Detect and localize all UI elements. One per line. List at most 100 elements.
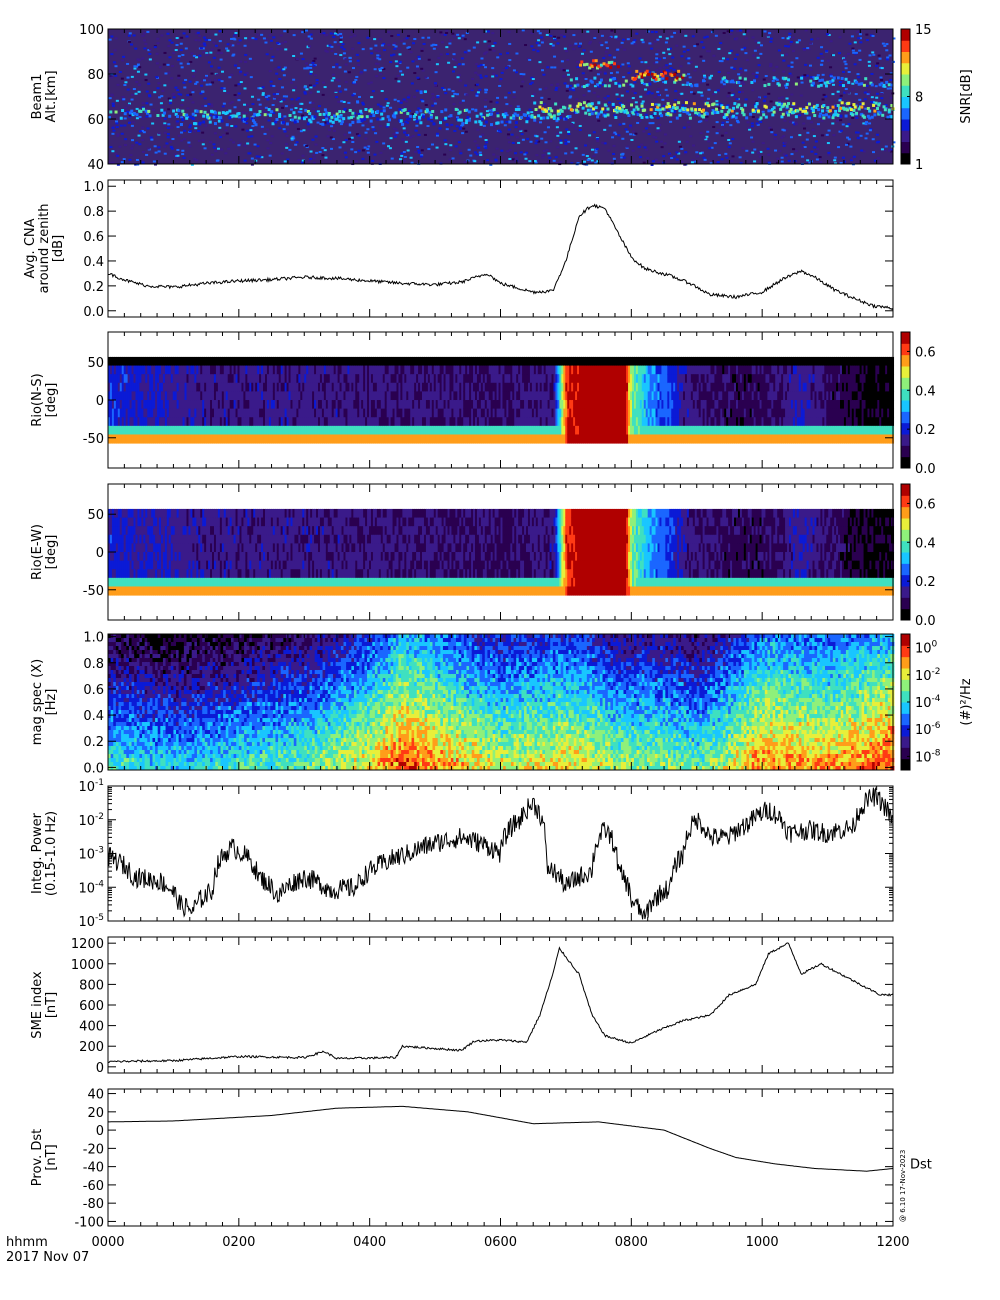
- heatmap-cell: [351, 434, 355, 444]
- heatmap-pixel: [351, 115, 355, 118]
- heatmap-cell: [268, 356, 272, 367]
- heatmap-pixel: [401, 138, 405, 141]
- heatmap-pixel: [562, 69, 566, 72]
- y-axis-label: [dB]: [51, 235, 66, 262]
- heatmap-pixel: [851, 113, 855, 117]
- heatmap-pixel: [789, 120, 793, 123]
- heatmap-cell: [408, 408, 412, 418]
- heatmap-pixel: [308, 118, 312, 122]
- heatmap-pixel: [610, 29, 614, 32]
- heatmap-cell: [386, 391, 390, 401]
- heatmap-pixel: [777, 102, 781, 106]
- heatmap-pixel: [847, 70, 851, 73]
- heatmap-pixel: [124, 106, 128, 109]
- heatmap-pixel: [805, 106, 809, 110]
- heatmap-cell: [331, 408, 335, 418]
- heatmap-pixel: [211, 81, 215, 84]
- heatmap-pixel: [108, 97, 112, 100]
- heatmap-cell: [329, 391, 333, 401]
- heatmap-pixel: [662, 51, 666, 54]
- heatmap-cell: [406, 356, 410, 367]
- heatmap-pixel: [432, 43, 436, 46]
- heatmap-cell: [335, 382, 339, 392]
- heatmap-cell: [321, 434, 325, 444]
- heatmap-pixel: [425, 108, 429, 111]
- heatmap-pixel: [615, 71, 619, 74]
- heatmap-cell: [137, 374, 141, 384]
- heatmap-cell: [394, 382, 398, 392]
- heatmap-pixel: [364, 131, 368, 134]
- heatmap-pixel: [732, 114, 736, 118]
- heatmap-cell: [317, 356, 321, 367]
- heatmap-cell: [284, 365, 288, 375]
- heatmap-pixel: [371, 126, 375, 129]
- heatmap-pixel: [553, 35, 557, 38]
- heatmap-cell: [388, 400, 392, 410]
- heatmap-pixel: [295, 120, 299, 123]
- heatmap-cell: [243, 417, 247, 427]
- heatmap-pixel: [151, 122, 155, 125]
- heatmap-pixel: [570, 122, 574, 125]
- heatmap-pixel: [354, 151, 358, 154]
- heatmap-pixel: [450, 123, 454, 126]
- heatmap-cell: [176, 365, 180, 375]
- heatmap-pixel: [198, 122, 202, 126]
- heatmap-cell: [243, 434, 247, 444]
- heatmap-pixel: [804, 63, 808, 66]
- heatmap-pixel: [342, 52, 346, 55]
- heatmap-pixel: [241, 111, 245, 114]
- heatmap-cell: [378, 356, 382, 367]
- heatmap-pixel: [291, 118, 295, 122]
- heatmap-pixel: [174, 49, 178, 52]
- heatmap-pixel: [847, 101, 851, 105]
- colorbar-cell: [901, 119, 910, 122]
- heatmap-pixel: [593, 37, 597, 40]
- heatmap-pixel: [686, 111, 690, 115]
- heatmap-cell: [286, 425, 290, 435]
- heatmap-pixel: [265, 96, 269, 99]
- heatmap-pixel: [416, 76, 420, 79]
- heatmap-cell: [317, 391, 321, 401]
- heatmap-pixel: [458, 79, 462, 82]
- heatmap-pixel: [306, 46, 310, 49]
- heatmap-cell: [123, 400, 127, 410]
- heatmap-cell: [192, 391, 196, 401]
- heatmap-pixel: [122, 98, 126, 101]
- heatmap-pixel: [180, 66, 184, 69]
- heatmap-cell: [282, 356, 286, 367]
- heatmap-pixel: [195, 32, 199, 35]
- heatmap-cell: [374, 391, 378, 401]
- heatmap-pixel: [533, 115, 537, 119]
- heatmap-cell: [312, 425, 316, 435]
- heatmap-cell: [300, 408, 304, 418]
- heatmap-cell: [282, 374, 286, 384]
- heatmap-pixel: [716, 106, 720, 109]
- heatmap-pixel: [556, 134, 560, 137]
- heatmap-cell: [278, 374, 282, 384]
- heatmap-pixel: [845, 125, 849, 128]
- heatmap-pixel: [170, 41, 174, 44]
- heatmap-pixel: [556, 109, 560, 113]
- heatmap-pixel: [710, 74, 714, 77]
- heatmap-pixel: [571, 125, 575, 128]
- heatmap-pixel: [445, 53, 449, 56]
- heatmap-cell: [376, 356, 380, 367]
- heatmap-cell: [345, 408, 349, 418]
- heatmap-pixel: [605, 47, 609, 50]
- heatmap-cell: [153, 417, 157, 427]
- heatmap-cell: [396, 356, 400, 367]
- heatmap-cell: [372, 425, 376, 435]
- heatmap-pixel: [792, 148, 796, 151]
- colorbar-cell: [901, 105, 910, 109]
- heatmap-cell: [316, 408, 320, 418]
- heatmap-cell: [200, 408, 204, 418]
- heatmap-pixel: [603, 142, 607, 145]
- heatmap-cell: [355, 374, 359, 384]
- heatmap-cell: [117, 374, 121, 384]
- heatmap-cell: [196, 434, 200, 444]
- heatmap-cell: [123, 391, 127, 401]
- heatmap-pixel: [582, 101, 586, 105]
- heatmap-pixel: [191, 69, 195, 72]
- heatmap-pixel: [141, 34, 145, 37]
- heatmap-cell: [408, 374, 412, 384]
